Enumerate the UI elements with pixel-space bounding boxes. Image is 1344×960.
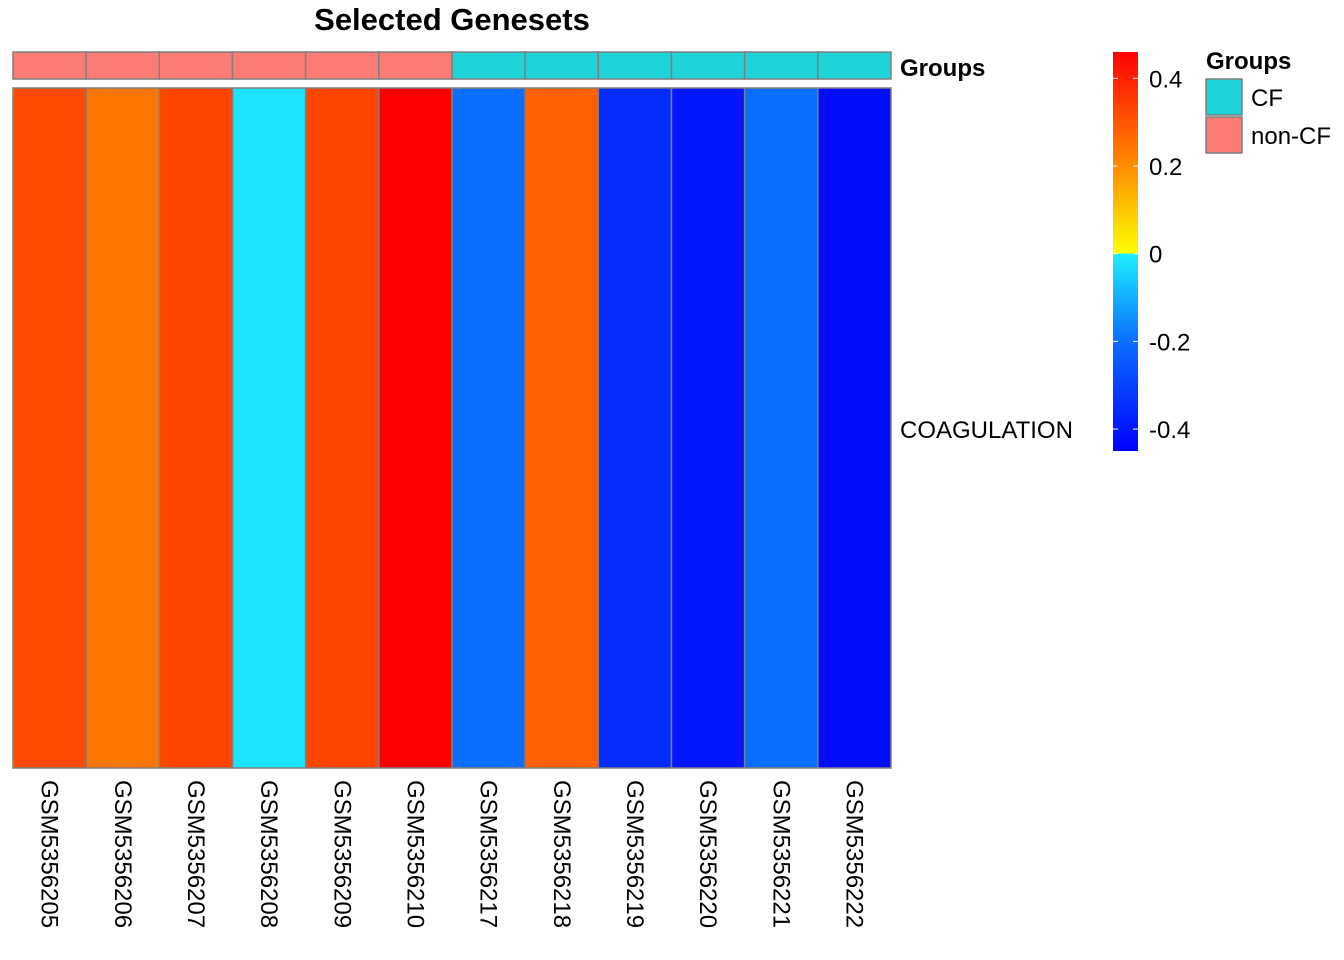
- color-scale-ticks: 0.4 0.2 0 -0.2 -0.4: [1113, 66, 1190, 444]
- annotation-cell: [524, 51, 600, 80]
- color-scale-gradient: [1113, 52, 1138, 451]
- annotation-cell: [378, 51, 453, 80]
- annotation-cell: [597, 51, 673, 80]
- heatmap-cell: [451, 87, 526, 769]
- column-label: GSM5356217: [475, 780, 502, 928]
- annotation-cell: [85, 51, 161, 80]
- legend-swatch: [1205, 78, 1243, 116]
- heatmap-cell: [158, 87, 234, 769]
- heatmap-cell: [743, 87, 819, 769]
- column-label: GSM5356219: [621, 780, 648, 928]
- annotation-cell: [670, 51, 746, 80]
- annotation-cell: [743, 51, 819, 80]
- heatmap-cell: [670, 87, 746, 769]
- color-scale-tick-label: 0.2: [1149, 154, 1182, 181]
- legend-label: CF: [1251, 85, 1283, 112]
- color-scale-tick-label: 0.4: [1149, 66, 1182, 93]
- heatmap-cell: [85, 87, 161, 769]
- annotation-cell: [304, 51, 380, 80]
- annotation-cell: [12, 51, 87, 80]
- column-label: GSM5356205: [36, 780, 63, 928]
- annotation-cell: [817, 51, 892, 80]
- legend-title: Groups: [1206, 48, 1291, 75]
- legend-label: non-CF: [1251, 123, 1331, 150]
- heatmap-cell: [524, 87, 600, 769]
- annotation-cell: [451, 51, 526, 80]
- heatmap-cell: [231, 87, 307, 769]
- annotation-label: Groups: [900, 55, 985, 82]
- column-label: GSM5356207: [182, 780, 209, 928]
- column-label: GSM5356209: [328, 780, 355, 928]
- column-label: GSM5356210: [401, 780, 428, 928]
- column-label: GSM5356221: [767, 780, 794, 928]
- annotation-cell: [231, 51, 307, 80]
- heatmap-cell: [597, 87, 673, 769]
- column-label: GSM5356218: [548, 780, 575, 928]
- color-scale-tick-label: -0.4: [1149, 417, 1190, 444]
- heatmap-cell: [12, 87, 87, 769]
- column-labels: GSM5356205 GSM5356206 GSM5356207 GSM5356208…: [36, 780, 868, 928]
- column-label: GSM5356206: [109, 780, 136, 928]
- heatmap-cell: [304, 87, 380, 769]
- heatmap-cell: [378, 87, 453, 769]
- group-annotation-bar: [12, 51, 892, 80]
- column-label: GSM5356222: [840, 780, 867, 928]
- color-scale-bar: [1113, 52, 1138, 451]
- column-label: GSM5356220: [694, 780, 721, 928]
- heatmap-cell: [817, 87, 892, 769]
- heatmap-cells: [12, 87, 892, 769]
- color-scale-tick-label: -0.2: [1149, 329, 1190, 356]
- chart-title: Selected Genesets: [314, 2, 590, 37]
- row-labels: COAGULATION: [900, 417, 1073, 444]
- annotation-cell: [158, 51, 234, 80]
- group-legend: CF non-CF: [1205, 78, 1331, 154]
- legend-swatch: [1205, 116, 1243, 154]
- column-label: GSM5356208: [255, 780, 282, 928]
- color-scale-tick-label: 0: [1149, 242, 1162, 269]
- row-label: COAGULATION: [900, 417, 1073, 444]
